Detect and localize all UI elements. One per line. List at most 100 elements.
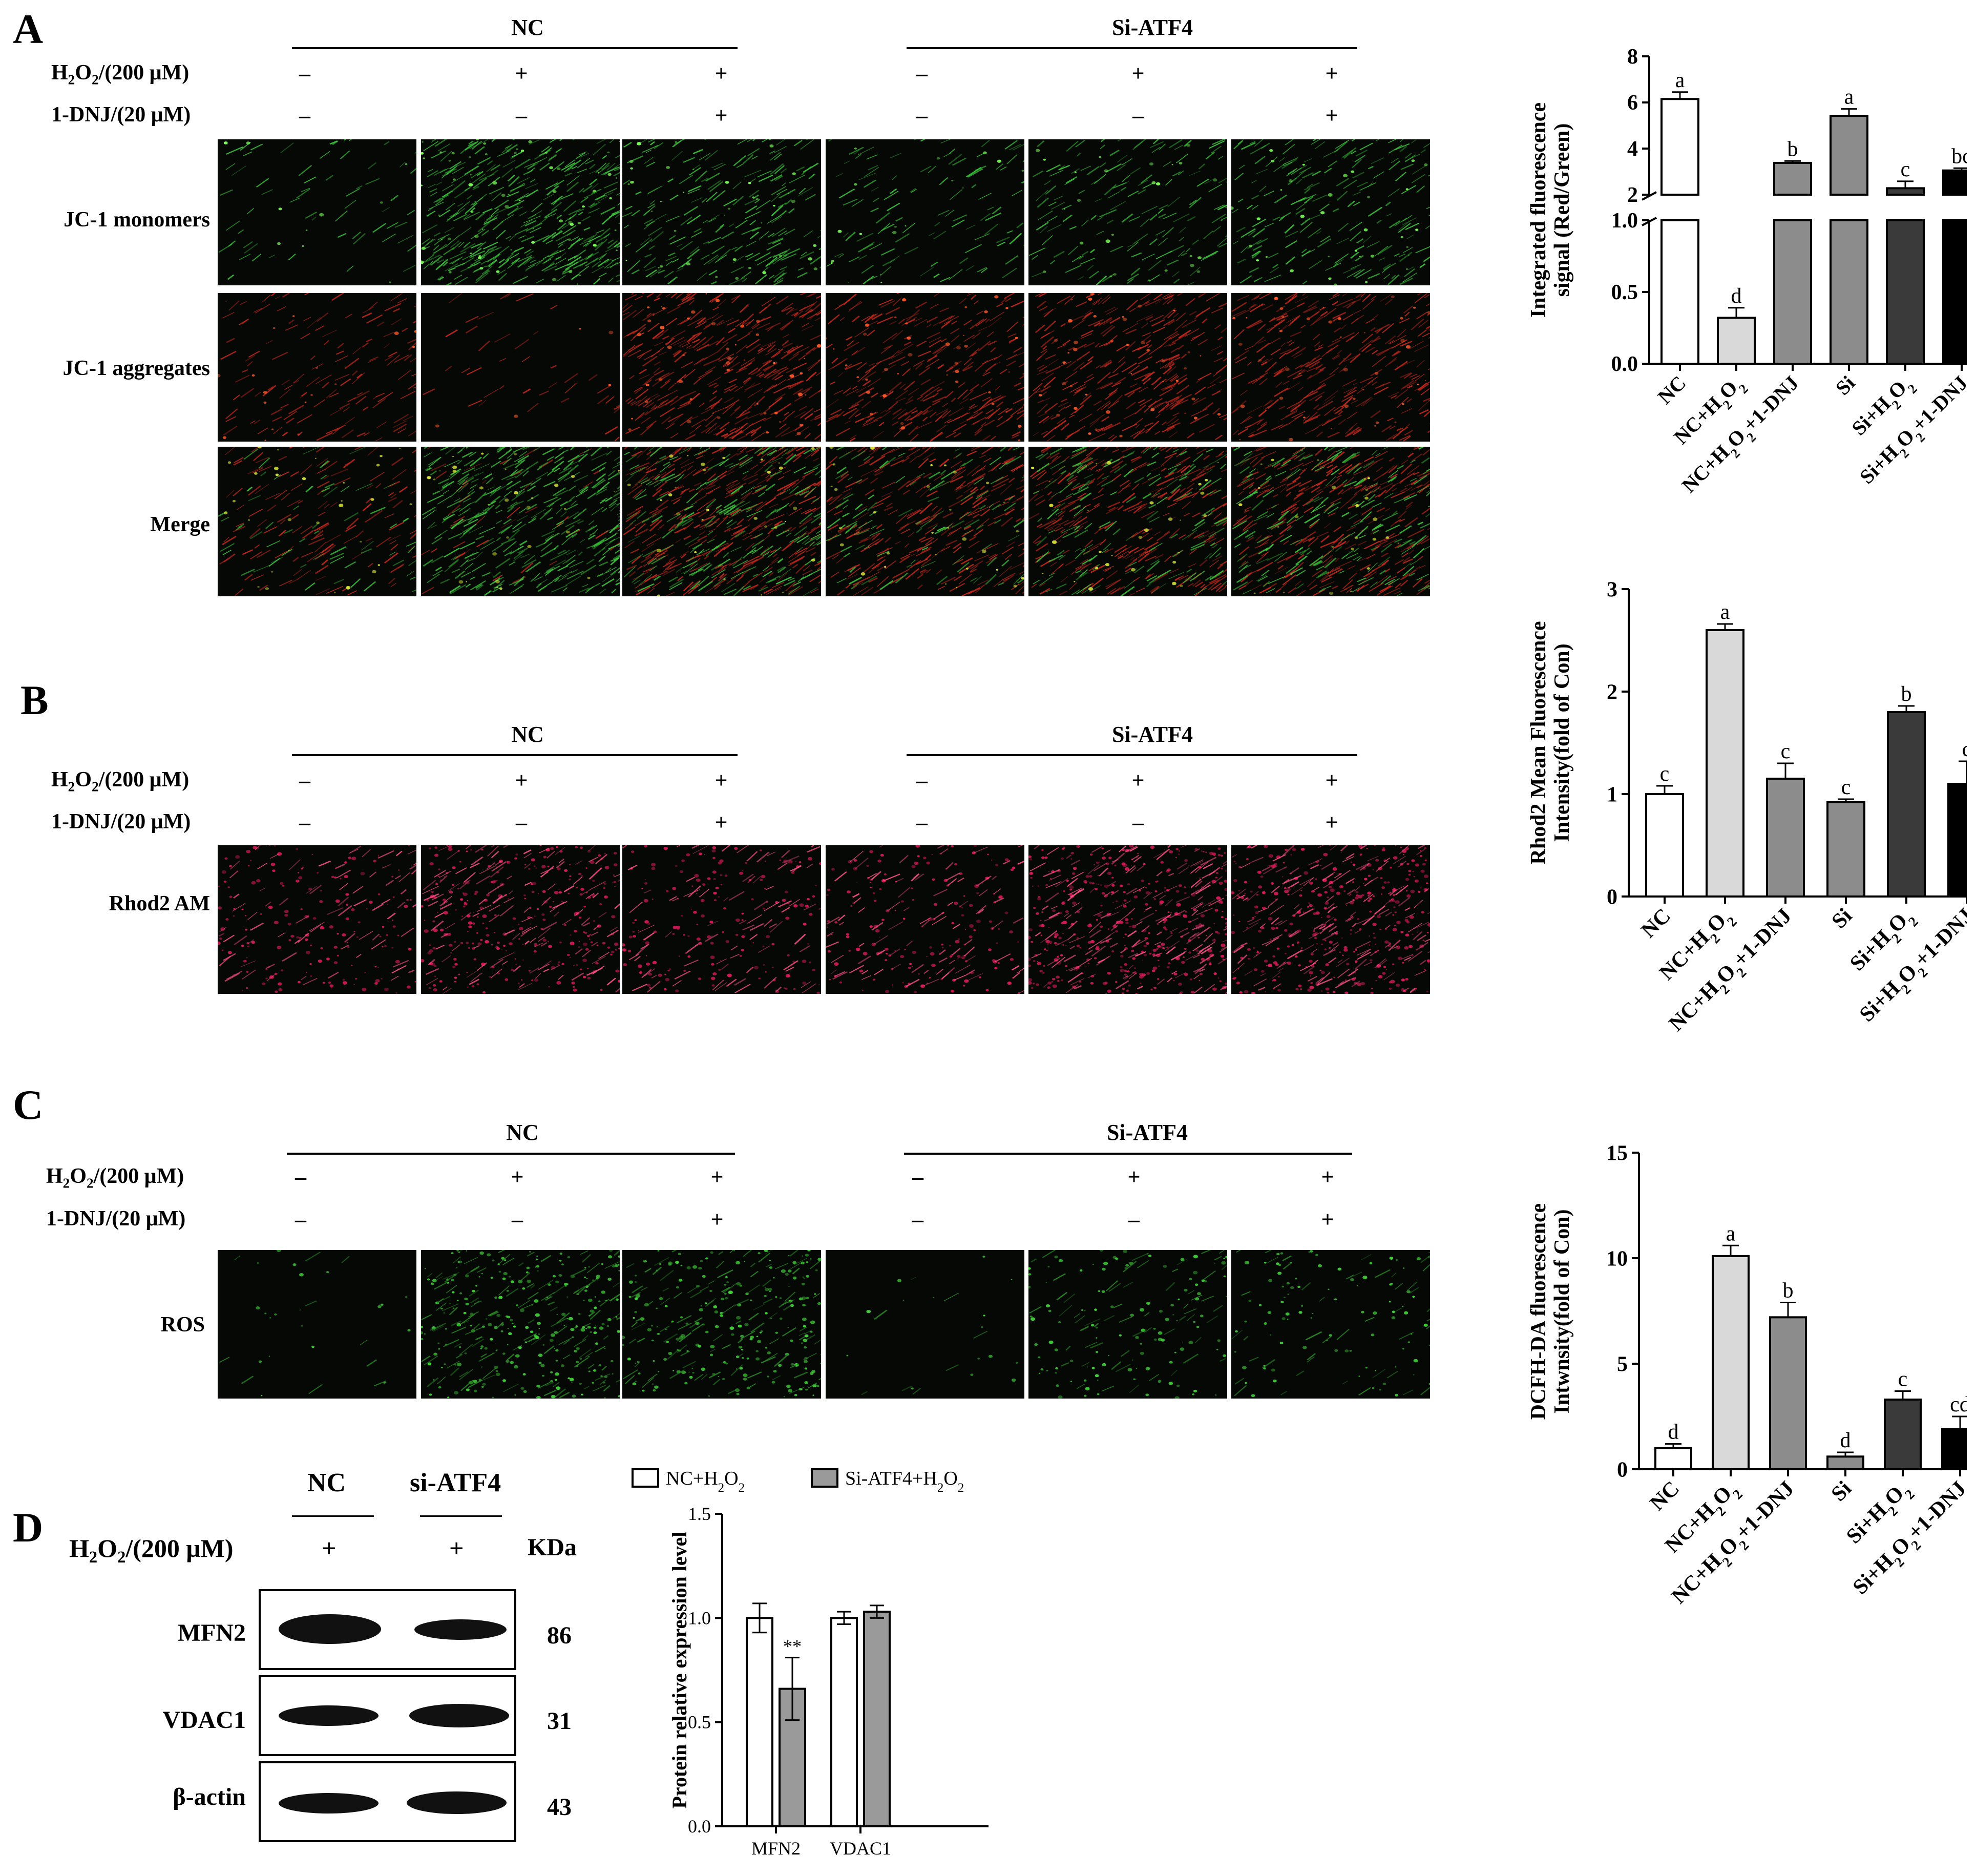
blot-mfn2 (259, 1589, 516, 1670)
y-tick-label: 4 (1627, 137, 1638, 161)
micrograph-rhod2-0 (218, 845, 416, 994)
group-title-si-b: Si-ATF4 (1111, 722, 1193, 747)
x-tick-label-1: VDAC1 (830, 1838, 891, 1859)
h2o2-sign-b-5: + (1325, 768, 1338, 793)
blot-beta-actin (259, 1761, 516, 1842)
dnj-sign-b-4: – (1132, 810, 1144, 835)
y-axis-label: Protein relative expression level (668, 1532, 691, 1809)
y-tick-label: 5 (1617, 1353, 1628, 1377)
group-line-si-c (904, 1153, 1352, 1155)
panel-letter-c: C (13, 1081, 44, 1128)
dnj-label-c: 1-DNJ/(20 μM) (46, 1207, 186, 1231)
h2o2-sign-c-0: – (295, 1164, 306, 1190)
bar-3 (1826, 1455, 1864, 1471)
blot-col-si: si-ATF4 (410, 1468, 501, 1497)
dnj-sign-b-5: + (1325, 810, 1338, 835)
sig-letter-2: b (1783, 1279, 1794, 1303)
h2o2-label-c: H2O2/(200 μM) (46, 1164, 184, 1191)
x-tick-label-0: NC (1637, 904, 1675, 943)
bar-0-0 (746, 1617, 773, 1827)
micrograph-ros-4 (1028, 1250, 1227, 1399)
blot-vdac1 (259, 1675, 516, 1756)
h2o2-sign-c-5: + (1321, 1164, 1334, 1190)
sig-letter-5: bc (1951, 144, 1967, 168)
bar-3 (1826, 801, 1865, 898)
panel-letter-b: B (20, 677, 49, 723)
micrograph-jc1-aggregates-3 (826, 293, 1024, 442)
micrograph-jc1-monomers-3 (826, 139, 1024, 285)
y-tick-label: 1 (1607, 783, 1617, 807)
x-tick-label-0: MFN2 (751, 1838, 801, 1859)
chart-d-protein: 0.0 0.5 1.0 1.5 ** MFN2 VDAC1 Protein relative … (632, 1468, 989, 1859)
dnj-sign-c-5: + (1321, 1207, 1334, 1232)
x-tick-label-3: Si (1827, 904, 1857, 933)
bar-1 (1706, 629, 1744, 898)
blot-col-line-si (420, 1515, 502, 1517)
group-line-nc-c (287, 1153, 735, 1155)
h2o2-sign-b-0: – (299, 768, 310, 793)
panel-letter-d: D (13, 1504, 44, 1551)
kda-mfn2: 86 (547, 1622, 572, 1649)
h2o2-label-b: H2O2/(200 μM) (51, 768, 190, 795)
micrograph-jc1-aggregates-1 (421, 293, 620, 442)
y-axis-label: DCFH-DA fluorescenceIntwnsity(fold of Co… (1527, 1203, 1574, 1420)
bar-1-0 (830, 1617, 858, 1827)
y-tick-label: 0.0 (1611, 352, 1638, 376)
blot-col-nc: NC (307, 1468, 346, 1497)
micrograph-jc1-aggregates-5 (1231, 293, 1430, 442)
legend-label-0: NC+H2O2 (666, 1468, 745, 1495)
group-title-nc-b: NC (511, 722, 544, 747)
micrograph-merge-0 (218, 447, 416, 596)
dnj-sign-a-4: – (1132, 103, 1144, 128)
micrograph-rhod2-4 (1028, 845, 1227, 994)
dnj-sign-a-5: + (1325, 103, 1338, 128)
micrograph-merge-4 (1028, 447, 1227, 596)
dnj-label: 1-DNJ/(20 μM) (51, 103, 191, 127)
band-label-beta-actin: β-actin (173, 1783, 246, 1810)
band-label-mfn2: MFN2 (177, 1619, 246, 1646)
y-tick-label: 3 (1607, 578, 1617, 602)
y-tick-label: 2 (1607, 681, 1617, 704)
micrograph-merge-5 (1231, 447, 1430, 596)
micrograph-ros-1 (421, 1250, 620, 1399)
kda-vdac1: 31 (547, 1707, 572, 1735)
band-vdac1-nc (279, 1705, 379, 1726)
bar-lower-4 (1886, 219, 1925, 365)
band-actin-si (407, 1791, 507, 1814)
blot-h2o2-sign-si: + (449, 1534, 464, 1562)
legend-swatch-0 (632, 1468, 659, 1488)
bar-lower-0 (1660, 219, 1699, 365)
group-line-nc-b (292, 754, 738, 756)
y-tick-label: 0.5 (1611, 281, 1638, 304)
bar-4 (1887, 711, 1926, 898)
micrograph-jc1-monomers-4 (1028, 139, 1227, 285)
bar-upper-0 (1660, 98, 1699, 196)
h2o2-sign-c-3: – (912, 1164, 923, 1190)
x-tick-label-3: Si (1827, 1476, 1857, 1506)
micrograph-rhod2-5 (1231, 845, 1430, 994)
group-title-si: Si-ATF4 (1111, 15, 1193, 40)
bar-upper-4 (1886, 187, 1925, 196)
dnj-sign-c-4: – (1128, 1207, 1140, 1232)
legend-label-1: Si-ATF4+H2O2 (845, 1468, 964, 1495)
micrograph-rhod2-1 (421, 845, 620, 994)
sig-letter-0: a (1675, 69, 1685, 92)
bar-2 (1766, 778, 1805, 898)
y-tick-label: 1.5 (688, 1504, 711, 1524)
micrograph-merge-1 (421, 447, 620, 596)
x-tick-label-0: NC (1646, 1477, 1684, 1515)
bar-5 (1947, 783, 1967, 898)
h2o2-sign-b-3: – (916, 768, 928, 793)
h2o2-sign-c-4: + (1127, 1164, 1141, 1190)
y-tick-label: 10 (1606, 1247, 1628, 1271)
panel-letter-a: A (13, 6, 44, 52)
y-axis-label: Integrated fluorescencesignal (Red/Green… (1527, 102, 1574, 318)
h2o2-sign-a-5: + (1325, 61, 1338, 86)
group-title-si-c: Si-ATF4 (1106, 1120, 1188, 1145)
y-tick-label: 1.0 (688, 1608, 711, 1628)
band-mfn2-nc (279, 1614, 381, 1644)
bar-4 (1884, 1399, 1922, 1470)
group-line-si-b (907, 754, 1357, 756)
micrograph-rhod2-2 (622, 845, 821, 994)
micrograph-jc1-aggregates-2 (622, 293, 821, 442)
